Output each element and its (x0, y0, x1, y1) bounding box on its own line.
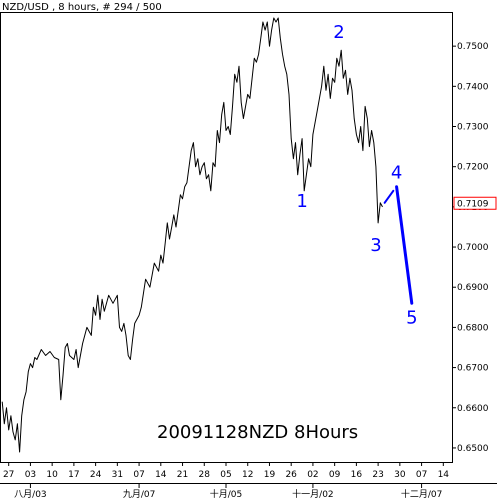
wave-label-1: 1 (296, 191, 307, 212)
y-tick-label: 0.7200 (457, 163, 489, 173)
y-tick-label: 0.6800 (457, 323, 489, 333)
wave-label-3: 3 (370, 235, 381, 256)
wave-label-2: 2 (333, 22, 344, 43)
last-price-box (453, 196, 497, 210)
wave-annotation-layer: 1 2 3 4 5 (296, 22, 417, 328)
wave-segment (395, 185, 414, 305)
y-tick-label: 0.7000 (457, 243, 489, 253)
x-tick-label: 31 (112, 470, 123, 480)
y-tick-label: 0.6600 (457, 404, 489, 414)
x-tick-label: 21 (177, 470, 188, 480)
y-tick-label: 0.6500 (457, 444, 489, 454)
x-tick-label: 14 (155, 470, 167, 480)
x-tick-label: 16 (351, 470, 363, 480)
x-tick-label: 09 (329, 470, 341, 480)
last-price-marker: 0.7109 (453, 196, 497, 210)
chart-header: NZD/USD , 8 hours, # 294 / 500 (2, 2, 162, 13)
x-axis: 27 03 10 17 24 31 07 14 21 28 05 12 19 26 02 09 16 23 30 07… (3, 462, 449, 500)
x-tick-label: 05 (220, 470, 231, 480)
wave-segment (383, 189, 395, 204)
x-tick-label: 26 (285, 470, 297, 480)
chart-watermark: 20091128NZD 8Hours (157, 422, 358, 443)
x-tick-label: 10 (46, 470, 58, 480)
x-tick-label: 23 (372, 470, 383, 480)
x-tick-label: 30 (394, 470, 406, 480)
x-tick-label: 07 (416, 470, 427, 480)
last-price-label: 0.7109 (457, 199, 489, 209)
month-label: 十一月/02 (292, 488, 334, 500)
y-tick-label: 0.7400 (457, 82, 489, 92)
price-layer (1, 17, 383, 453)
x-tick-label: 07 (133, 470, 144, 480)
wave-label-5: 5 (406, 307, 417, 328)
x-tick-label: 03 (25, 470, 36, 480)
x-tick-label: 24 (90, 470, 102, 480)
x-tick-label: 14 (438, 470, 450, 480)
x-tick-label: 27 (3, 470, 14, 480)
y-tick-label: 0.6900 (457, 283, 489, 293)
wave-label-4: 4 (391, 163, 402, 184)
y-tick-label: 0.7300 (457, 123, 489, 133)
month-label: 十月/05 (210, 488, 243, 500)
price-line (1, 17, 383, 453)
month-label: 八月/03 (14, 489, 47, 500)
x-tick-label: 28 (199, 470, 211, 480)
y-tick-label: 0.6700 (457, 364, 489, 374)
y-tick-label: 0.7500 (457, 42, 489, 52)
x-tick-label: 19 (264, 470, 276, 480)
x-tick-label: 17 (68, 470, 79, 480)
x-tick-label: 12 (242, 470, 253, 480)
x-tick-label: 02 (307, 470, 318, 480)
month-label: 十二月/07 (401, 488, 443, 500)
month-label: 九月/07 (123, 489, 156, 500)
